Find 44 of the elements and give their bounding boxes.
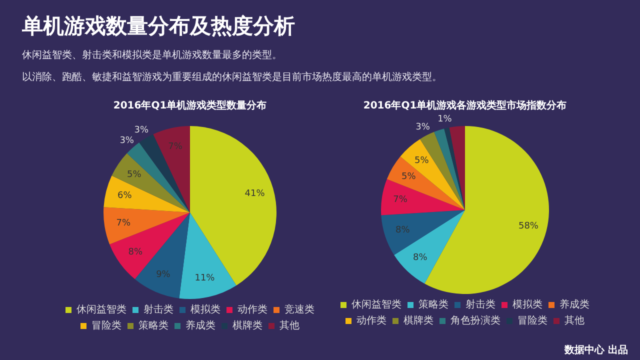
data-label: 11% bbox=[194, 274, 216, 284]
data-label: 7% bbox=[393, 195, 408, 206]
legend-label: 棋牌类 bbox=[232, 320, 262, 332]
legend-label: 休闲益智类 bbox=[76, 304, 126, 316]
legend-label: 棋牌类 bbox=[404, 314, 434, 327]
data-label: 7% bbox=[116, 218, 131, 228]
data-label: 5% bbox=[401, 172, 416, 182]
legend-label: 模拟类 bbox=[512, 298, 542, 311]
data-label: 9% bbox=[156, 270, 171, 280]
legend-label: 射击类 bbox=[466, 298, 496, 311]
data-label: 41% bbox=[244, 189, 266, 200]
data-label: 3% bbox=[416, 122, 430, 132]
text: 以消除、跑酷、敏捷和益智游戏为重要组成的休闲益智类是目前市场热度最高的单机游戏类型。 bbox=[22, 70, 442, 84]
chart-title: 2016年Q1单机游戏类型数量分布 bbox=[113, 100, 267, 112]
data-label: 8% bbox=[128, 248, 143, 258]
data-label: 7% bbox=[168, 142, 183, 152]
data-label: 3% bbox=[134, 126, 149, 136]
legend-label: 养成类 bbox=[186, 320, 216, 332]
legend-label: 模拟类 bbox=[190, 304, 220, 316]
data-label: 1% bbox=[438, 114, 452, 125]
data-label: 3% bbox=[120, 136, 134, 146]
legend-label: 休闲益智类 bbox=[352, 298, 402, 311]
text: 单机游戏数量分布及热度分析 bbox=[22, 13, 295, 40]
data-label: 5% bbox=[127, 170, 142, 180]
legend-label: 冒险类 bbox=[92, 320, 122, 332]
data-label: 8% bbox=[413, 253, 428, 264]
legend-label: 动作类 bbox=[356, 314, 386, 327]
legend-label: 冒险类 bbox=[518, 314, 548, 327]
data-label: 5% bbox=[414, 156, 430, 166]
data-label: 6% bbox=[118, 191, 132, 202]
legend-label: 竞速类 bbox=[284, 304, 314, 316]
legend-label: 射击类 bbox=[144, 304, 174, 316]
legend-label: 其他 bbox=[280, 320, 300, 332]
chart-title: 2016年Q1单机游戏各游戏类型市场指数分布 bbox=[363, 100, 567, 112]
legend-label: 其他 bbox=[564, 314, 584, 327]
text: 数据中心 出品 bbox=[564, 343, 628, 357]
data-label: 8% bbox=[396, 226, 410, 236]
legend-label: 角色扮演类 bbox=[450, 314, 500, 327]
text: 休闲益智类、射击类和模拟类是单机游戏数量最多的类型。 bbox=[22, 48, 282, 62]
legend-label: 动作类 bbox=[238, 304, 268, 316]
legend-label: 策略类 bbox=[138, 320, 168, 332]
data-label: 58% bbox=[518, 222, 539, 232]
legend-label: 策略类 bbox=[418, 298, 448, 311]
legend-label: 养成类 bbox=[560, 298, 590, 311]
